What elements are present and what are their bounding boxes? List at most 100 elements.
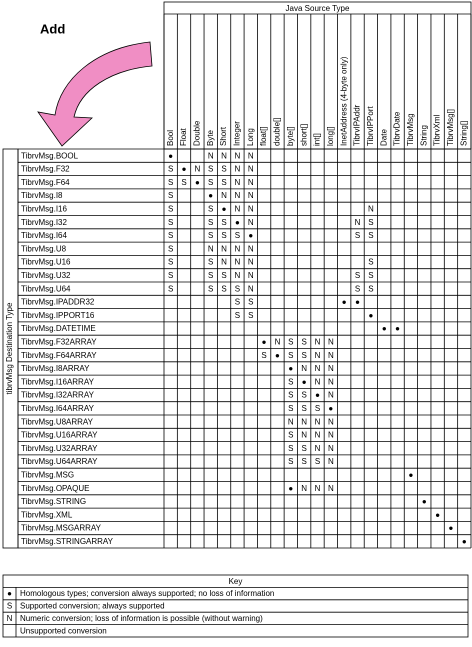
row-label: TibrvMsg.I8ARRAY xyxy=(21,364,90,373)
dest-header: tibrvMsg Destination Type xyxy=(5,302,14,394)
column-header: short[] xyxy=(299,124,308,146)
cell: N xyxy=(301,484,307,493)
key-text: Homologous types; conversion always supp… xyxy=(20,589,274,598)
cell: N xyxy=(248,244,254,253)
row-label: TibrvMsg.I64ARRAY xyxy=(21,404,95,413)
cell: N xyxy=(235,244,241,253)
row-label: TibrvMsg.U16ARRAY xyxy=(21,431,98,440)
cell: S xyxy=(168,178,173,187)
cell: N xyxy=(328,417,334,426)
cell: N xyxy=(328,337,334,346)
cell: N xyxy=(235,258,241,267)
cell: S xyxy=(235,311,240,320)
cell: ● xyxy=(422,497,427,506)
cell: N xyxy=(208,244,214,253)
cell: S xyxy=(235,298,240,307)
cell: S xyxy=(208,218,213,227)
cell: N xyxy=(235,165,241,174)
cell: N xyxy=(315,364,321,373)
cell: S xyxy=(288,337,293,346)
row-label: TibrvMsg.MSGARRAY xyxy=(21,524,102,533)
cell: S xyxy=(248,311,253,320)
cell: N xyxy=(315,351,321,360)
cell: S xyxy=(301,351,306,360)
key-text: Unsupported conversion xyxy=(20,626,107,635)
cell: N xyxy=(194,165,200,174)
cell: S xyxy=(261,351,266,360)
cell: N xyxy=(315,417,321,426)
column-header: TibrvIPAddr xyxy=(353,104,362,146)
cell: S xyxy=(301,404,306,413)
column-header: Byte xyxy=(206,129,215,146)
column-header: InetAddress (4-byte only) xyxy=(339,56,348,146)
cell: S xyxy=(368,231,373,240)
cell: N xyxy=(301,364,307,373)
cell: N xyxy=(221,258,227,267)
cell: S xyxy=(221,284,226,293)
cell: N xyxy=(328,364,334,373)
column-header: TibrvMsg[] xyxy=(446,109,455,146)
column-header: TibrvMsg xyxy=(406,113,415,146)
row-label: TibrvMsg.OPAQUE xyxy=(21,484,89,493)
cell: ● xyxy=(222,204,227,213)
cell: S xyxy=(288,431,293,440)
key-text: Numeric conversion; loss of information … xyxy=(20,614,263,623)
cell: S xyxy=(301,337,306,346)
cell: S xyxy=(288,351,293,360)
cell: N xyxy=(248,271,254,280)
cell: S xyxy=(168,191,173,200)
cell: S xyxy=(368,284,373,293)
cell: N xyxy=(248,258,254,267)
cell: ● xyxy=(288,364,293,373)
cell: N xyxy=(248,178,254,187)
row-label: TibrvMsg.U64ARRAY xyxy=(21,457,98,466)
source-header: Java Source Type xyxy=(286,4,350,13)
cell: ● xyxy=(409,470,414,479)
row-label: TibrvMsg.STRINGARRAY xyxy=(21,537,114,546)
column-header: String[] xyxy=(459,121,468,146)
row-label: TibrvMsg.MSG xyxy=(21,470,74,479)
cell: ● xyxy=(449,524,454,533)
cell: N xyxy=(235,204,241,213)
cell: S xyxy=(168,271,173,280)
cell: N xyxy=(235,178,241,187)
cell: N xyxy=(208,151,214,160)
cell: N xyxy=(221,191,227,200)
key-title: Key xyxy=(229,577,243,586)
cell: ● xyxy=(315,391,320,400)
cell: S xyxy=(208,204,213,213)
column-header: Double xyxy=(192,120,201,146)
cell: N xyxy=(248,218,254,227)
cell: S xyxy=(168,258,173,267)
row-label: TibrvMsg.BOOL xyxy=(21,151,79,160)
column-header: Long xyxy=(246,128,255,146)
key-text: Supported conversion; always supported xyxy=(20,602,165,611)
cell: S xyxy=(288,457,293,466)
cell: S xyxy=(208,258,213,267)
row-label: TibrvMsg.STRING xyxy=(21,497,86,506)
cell: N xyxy=(315,337,321,346)
cell: N xyxy=(248,165,254,174)
cell: N xyxy=(248,151,254,160)
cell: S xyxy=(208,165,213,174)
cell: N xyxy=(315,444,321,453)
cell: S xyxy=(248,298,253,307)
cell: ● xyxy=(168,151,173,160)
cell: S xyxy=(288,404,293,413)
cell: ● xyxy=(182,165,187,174)
cell: S xyxy=(355,231,360,240)
row-label: TibrvMsg.U8 xyxy=(21,244,67,253)
cell: S xyxy=(208,231,213,240)
cell: N xyxy=(328,391,334,400)
cell: S xyxy=(168,165,173,174)
row-label: TibrvMsg.IPPORT16 xyxy=(21,311,95,320)
column-header: int[] xyxy=(313,133,322,146)
cell: N xyxy=(221,244,227,253)
cell: S xyxy=(221,218,226,227)
cell: ● xyxy=(435,510,440,519)
cell: S xyxy=(221,271,226,280)
row-label: TibrvMsg.I64 xyxy=(21,231,67,240)
cell: S xyxy=(221,231,226,240)
row-label: TibrvMsg.I8 xyxy=(21,191,63,200)
cell: S xyxy=(221,165,226,174)
